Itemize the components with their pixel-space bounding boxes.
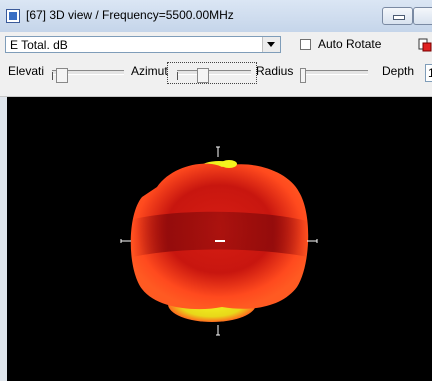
depth-label: Depth bbox=[382, 64, 415, 78]
title-bar: [67] 3D view / Frequency=5500.00MHz bbox=[0, 0, 432, 33]
3d-view-canvas[interactable] bbox=[7, 97, 432, 381]
equatorial-band bbox=[133, 211, 308, 257]
elevation-label: Elevati bbox=[8, 64, 45, 78]
left-edge-strip bbox=[0, 97, 7, 381]
elevation-slider-thumb[interactable] bbox=[56, 68, 68, 83]
radius-label: Radius bbox=[256, 64, 294, 78]
auto-rotate-label: Auto Rotate bbox=[318, 37, 382, 51]
azimuth-slider[interactable] bbox=[177, 68, 251, 83]
elevation-slider-track bbox=[52, 70, 124, 75]
dropdown-arrow-button[interactable] bbox=[262, 37, 280, 52]
azimuth-label: Azimut bbox=[131, 64, 168, 78]
azimuth-slider-thumb[interactable] bbox=[197, 68, 209, 83]
window-title: [67] 3D view / Frequency=5500.00MHz bbox=[26, 8, 234, 22]
radius-slider-track bbox=[300, 70, 368, 75]
maximize-button[interactable] bbox=[413, 7, 432, 25]
quantity-select-value: E Total. dB bbox=[10, 38, 68, 52]
depth-input-value: 1 bbox=[428, 66, 432, 80]
chevron-down-icon bbox=[267, 42, 275, 47]
minimize-icon bbox=[393, 15, 405, 20]
radius-slider-thumb[interactable] bbox=[300, 68, 306, 83]
depth-input[interactable]: 1 bbox=[425, 64, 432, 82]
radiation-pattern-plot bbox=[120, 146, 318, 336]
quantity-select[interactable]: E Total. dB bbox=[5, 36, 281, 53]
azimuth-slider-tick bbox=[177, 72, 178, 80]
azimuth-slider-track bbox=[177, 70, 251, 75]
auto-rotate-checkbox[interactable] bbox=[300, 39, 311, 50]
elevation-slider[interactable] bbox=[52, 68, 124, 83]
azimuth-focus-rect bbox=[167, 62, 257, 84]
radius-slider[interactable] bbox=[300, 68, 368, 83]
toolbar: E Total. dB Auto Rotate Elevati Azimut R… bbox=[0, 32, 432, 97]
app-icon bbox=[6, 9, 20, 23]
minimize-button[interactable] bbox=[382, 7, 413, 25]
top-lobe-highlight bbox=[221, 160, 237, 168]
axes bbox=[120, 146, 318, 336]
elevation-slider-tick bbox=[52, 72, 53, 80]
copy-image-icon[interactable] bbox=[418, 38, 432, 52]
